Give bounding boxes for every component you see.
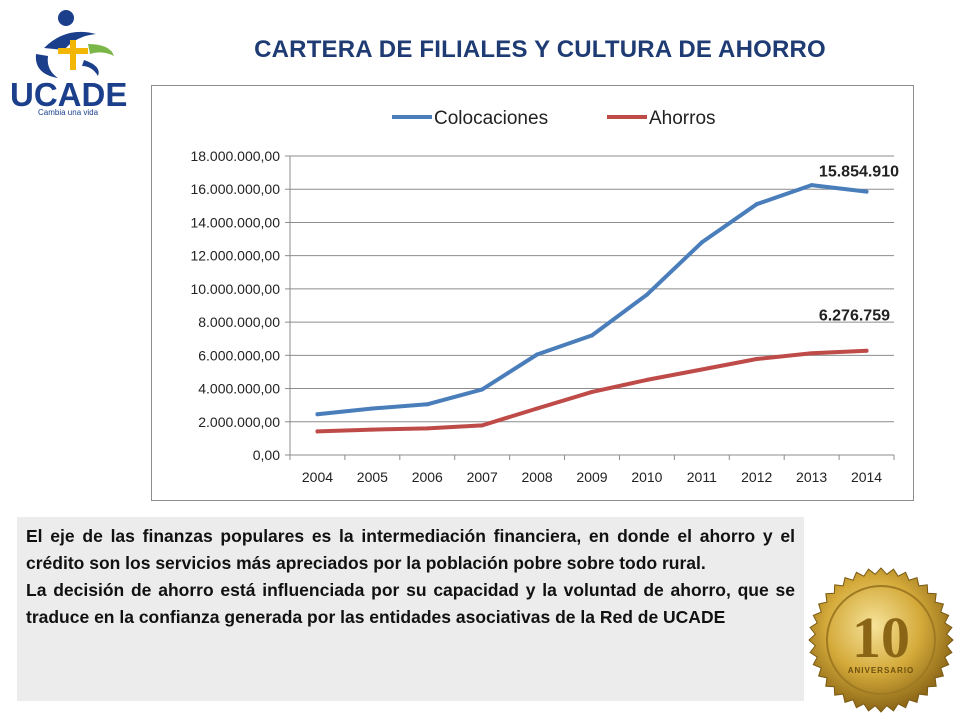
y-tick-label: 14.000.000,00: [190, 214, 280, 230]
seal-number: 10: [852, 605, 910, 670]
y-tick-label: 18.000.000,00: [190, 148, 280, 164]
chart-canvas: 0,00 2.000.000,00 4.000.000,00 6.000.000,00…: [190, 108, 899, 485]
logo-leaf-mark: [88, 44, 114, 56]
x-tick-label: 2006: [412, 469, 443, 485]
data-point-ahorros: [644, 377, 649, 382]
page-title: CARTERA DE FILIALES Y CULTURA DE AHORRO: [254, 36, 826, 63]
y-tick-label: 12.000.000,00: [190, 248, 280, 264]
paragraph-intermediation: El eje de las finanzas populares es la i…: [26, 526, 795, 573]
data-point-colocaciones: [590, 333, 594, 338]
x-tick-label: 2009: [576, 469, 607, 485]
y-tick-label: 16.000.000,00: [190, 181, 280, 197]
data-point-colocaciones: [315, 412, 320, 417]
data-point-colocaciones: [370, 406, 375, 411]
annotation-ahorros: 6.276.759: [819, 308, 890, 325]
y-tick-label: 2.000.000,00: [198, 414, 280, 430]
data-point-colocaciones: [864, 189, 869, 194]
x-tick-label: 2008: [522, 469, 553, 485]
y-tick-label: 8.000.000,00: [198, 314, 280, 330]
y-tick-label: 10.000.000,00: [190, 281, 280, 297]
data-point-colocaciones: [480, 387, 485, 392]
seal-label: ANIVERSARIO: [848, 666, 915, 675]
data-point-ahorros: [535, 406, 540, 411]
y-tick-label: 0,00: [253, 447, 280, 463]
data-point-ahorros: [370, 427, 375, 432]
anniversary-seal: 10 ANIVERSARIO: [806, 565, 956, 715]
paragraph-savings-decision: La decisión de ahorro está influenciada …: [26, 580, 795, 627]
x-tick-label: 2010: [631, 469, 662, 485]
x-tick-label: 2013: [796, 469, 827, 485]
legend-label: Ahorros: [649, 108, 716, 129]
data-point-ahorros: [315, 429, 320, 434]
logo-cross-vertical: [70, 40, 76, 70]
data-point-ahorros: [590, 389, 594, 394]
annotation-colocaciones: 15.854.910: [819, 164, 899, 181]
x-tick-label: 2012: [741, 469, 772, 485]
data-point-colocaciones: [754, 202, 759, 207]
series-line-colocaciones: [315, 183, 869, 417]
data-point-ahorros: [480, 423, 485, 428]
data-point-colocaciones: [425, 402, 430, 407]
data-point-colocaciones: [535, 352, 540, 357]
ucade-logo: UCADE Cambia una vida: [6, 4, 146, 117]
data-point-ahorros: [809, 351, 814, 356]
seal-rosette-icon: [808, 567, 954, 713]
logo-cross-horizontal: [58, 48, 88, 54]
description-box: El eje de las finanzas populares es la i…: [17, 517, 804, 701]
legend-label: Colocaciones: [434, 108, 548, 129]
logo-tagline: Cambia una vida: [38, 108, 99, 116]
x-tick-label: 2011: [687, 469, 717, 485]
x-tick-label: 2004: [302, 469, 333, 485]
logo-head-mark: [58, 10, 74, 26]
data-point-ahorros: [754, 356, 759, 361]
x-tick-label: 2014: [851, 469, 882, 485]
line-chart: 0,00 2.000.000,00 4.000.000,00 6.000.000,00…: [151, 85, 914, 501]
logo-right-mark: [82, 60, 99, 76]
y-tick-label: 4.000.000,00: [198, 381, 280, 397]
data-point-colocaciones: [809, 183, 814, 188]
x-tick-label: 2005: [357, 469, 388, 485]
data-point-colocaciones: [699, 240, 704, 245]
logo-wordmark: UCADE: [10, 76, 127, 113]
x-tick-label: 2007: [467, 469, 498, 485]
data-point-ahorros: [425, 426, 430, 431]
y-tick-label: 6.000.000,00: [198, 347, 280, 363]
data-point-colocaciones: [644, 292, 649, 297]
logo-left-mark: [35, 54, 58, 78]
seal-inner-ring: [826, 585, 936, 695]
data-point-ahorros: [864, 348, 869, 353]
data-point-ahorros: [699, 367, 704, 372]
